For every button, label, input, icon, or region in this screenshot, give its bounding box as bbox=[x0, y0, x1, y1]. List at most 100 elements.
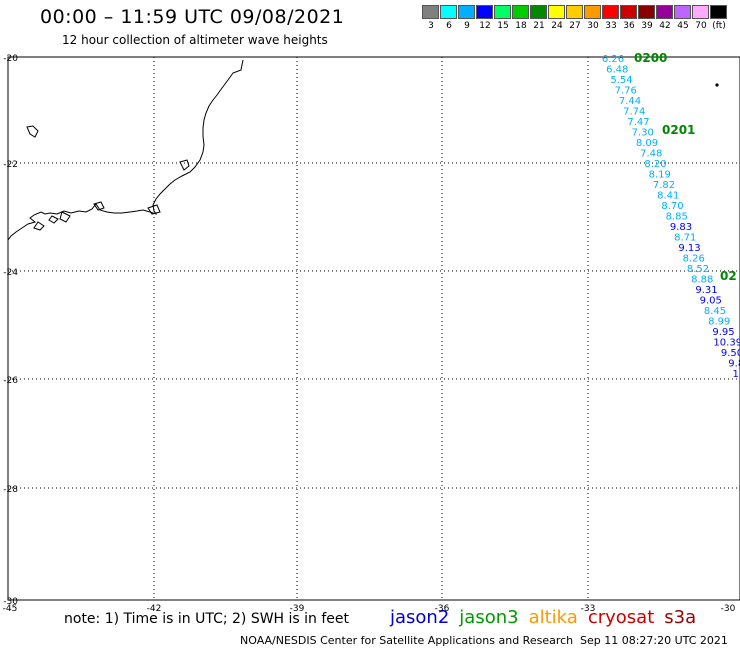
legend-label: 36 bbox=[623, 21, 635, 31]
legend-label: 42 bbox=[659, 21, 671, 31]
altimeter-track: 6.266.485.547.767.447.747.477.308.097.48… bbox=[602, 54, 740, 391]
chart-title: 00:00 – 11:59 UTC 09/08/2021 bbox=[40, 6, 345, 28]
generated-timestamp: Sep 11 08:27:20 UTC 2021 bbox=[580, 634, 728, 647]
legend-label: 21 bbox=[533, 21, 545, 31]
credit-line: NOAA/NESDIS Center for Satellite Applica… bbox=[240, 634, 574, 647]
wave-height-label: 7.47 bbox=[627, 117, 649, 128]
wave-height-label: 7.76 bbox=[615, 86, 637, 97]
wave-height-label: 6.48 bbox=[606, 65, 628, 76]
legend-swatch bbox=[548, 5, 565, 19]
latitude-labels: -20 -22 -24 -26 -28 -30 bbox=[3, 54, 18, 607]
legend-swatch bbox=[566, 5, 583, 19]
latitude-label: -22 bbox=[3, 160, 18, 170]
satellite-name: jason3 bbox=[459, 607, 519, 628]
satellite-name: cryosat bbox=[587, 607, 655, 628]
wave-height-label: 8.71 bbox=[674, 233, 696, 244]
wave-height-label: 7.82 bbox=[653, 180, 675, 191]
legend-swatch bbox=[692, 5, 709, 19]
wave-height-label: 8.26 bbox=[683, 254, 705, 265]
legend-swatch bbox=[620, 5, 637, 19]
wave-height-label: 7.30 bbox=[632, 128, 654, 139]
legend-swatch bbox=[422, 5, 439, 19]
legend-swatch bbox=[476, 5, 493, 19]
legend-label: 18 bbox=[515, 21, 527, 31]
time-label: 0200 bbox=[634, 51, 667, 65]
legend-label: 12 bbox=[479, 21, 491, 31]
legend-label: 15 bbox=[497, 21, 509, 31]
legend-labels: 3 6 9 12 15 18 21 24 27 30 33 36 39 42 45 70 (ft) bbox=[422, 21, 728, 31]
wave-height-label: 8.20 bbox=[644, 159, 666, 170]
legend-swatch bbox=[602, 5, 619, 19]
time-label: 0201 bbox=[662, 123, 695, 137]
wave-height-label: 10. bbox=[733, 369, 740, 380]
legend-swatch bbox=[458, 5, 475, 19]
coastline-brazil bbox=[7, 59, 244, 241]
wave-height-label: 8.70 bbox=[661, 201, 683, 212]
map-grid bbox=[8, 57, 740, 600]
longitude-labels: -45 -42 -39 -36 -33 -30 bbox=[3, 604, 736, 614]
wave-height-label: 8.19 bbox=[649, 170, 671, 181]
legend-swatch bbox=[584, 5, 601, 19]
satellite-name: s3a bbox=[664, 607, 697, 628]
legend-swatch bbox=[710, 5, 727, 19]
coastline-inlet bbox=[33, 201, 161, 231]
satellite-name: altika bbox=[528, 607, 578, 628]
legend-swatch bbox=[440, 5, 457, 19]
legend-label: 45 bbox=[677, 21, 689, 31]
island-dot bbox=[715, 83, 719, 87]
wave-height-label: 9.31 bbox=[695, 285, 717, 296]
wave-height-label: 8.09 bbox=[636, 138, 658, 149]
legend-swatch bbox=[512, 5, 529, 19]
wave-height-label: 5.54 bbox=[610, 75, 632, 86]
wave-height-label: 9.05 bbox=[700, 296, 722, 307]
map-frame bbox=[7, 56, 740, 601]
wave-height-label: 9.13 bbox=[678, 243, 700, 254]
legend-label: 6 bbox=[446, 21, 452, 31]
legend-label: 3 bbox=[428, 21, 434, 31]
wave-height-label: 9.50 bbox=[721, 348, 740, 359]
longitude-label: -36 bbox=[435, 604, 450, 614]
legend-swatch bbox=[656, 5, 673, 19]
time-labels: 0200 0201 02 bbox=[634, 51, 737, 283]
time-label: 02 bbox=[720, 269, 737, 283]
island-bay bbox=[179, 159, 190, 171]
latitude-label: -30 bbox=[3, 597, 18, 607]
legend-swatch bbox=[674, 5, 691, 19]
longitude-label: -33 bbox=[581, 604, 596, 614]
longitude-label: -42 bbox=[147, 604, 162, 614]
legend-label: (ft) bbox=[712, 21, 726, 31]
legend-label: 27 bbox=[569, 21, 581, 31]
wave-height-label: 6.26 bbox=[602, 54, 624, 65]
wave-height-label: 7.48 bbox=[640, 149, 662, 160]
latitude-label: -28 bbox=[3, 485, 18, 495]
latitude-label: -20 bbox=[3, 54, 18, 64]
wave-height-label: 8.99 bbox=[708, 317, 730, 328]
wave-height-label: 8.41 bbox=[657, 191, 679, 202]
longitude-label: -45 bbox=[3, 604, 18, 614]
legend-label: 33 bbox=[605, 21, 617, 31]
legend-label: 30 bbox=[587, 21, 599, 31]
longitude-label: -30 bbox=[721, 604, 736, 614]
wave-height-label: 9.8 bbox=[728, 359, 740, 370]
latitude-label: -26 bbox=[3, 376, 18, 386]
chart-subtitle: 12 hour collection of altimeter wave hei… bbox=[62, 33, 328, 47]
footer-note: note: 1) Time is in UTC; 2) SWH is in fe… bbox=[64, 611, 350, 627]
wave-height-label: 9.83 bbox=[670, 222, 692, 233]
wave-height-label: 8.85 bbox=[666, 212, 688, 223]
legend-label: 39 bbox=[641, 21, 653, 31]
coastline bbox=[7, 59, 719, 241]
wave-height-label: 10.39 bbox=[713, 338, 740, 349]
wave-height-label: 7.44 bbox=[619, 96, 641, 107]
legend-swatch bbox=[494, 5, 511, 19]
latitude-label: -24 bbox=[3, 268, 18, 278]
legend-label: 70 bbox=[695, 21, 707, 31]
wave-height-label: 7.74 bbox=[623, 107, 645, 118]
satellite-name: jason2 bbox=[390, 607, 450, 628]
legend-swatches bbox=[422, 5, 728, 19]
legend-label: 24 bbox=[551, 21, 563, 31]
wave-height-label: 9.95 bbox=[712, 327, 734, 338]
legend-label: 9 bbox=[464, 21, 470, 31]
island-north bbox=[26, 125, 39, 138]
wave-height-label: 8.52 bbox=[687, 264, 709, 275]
